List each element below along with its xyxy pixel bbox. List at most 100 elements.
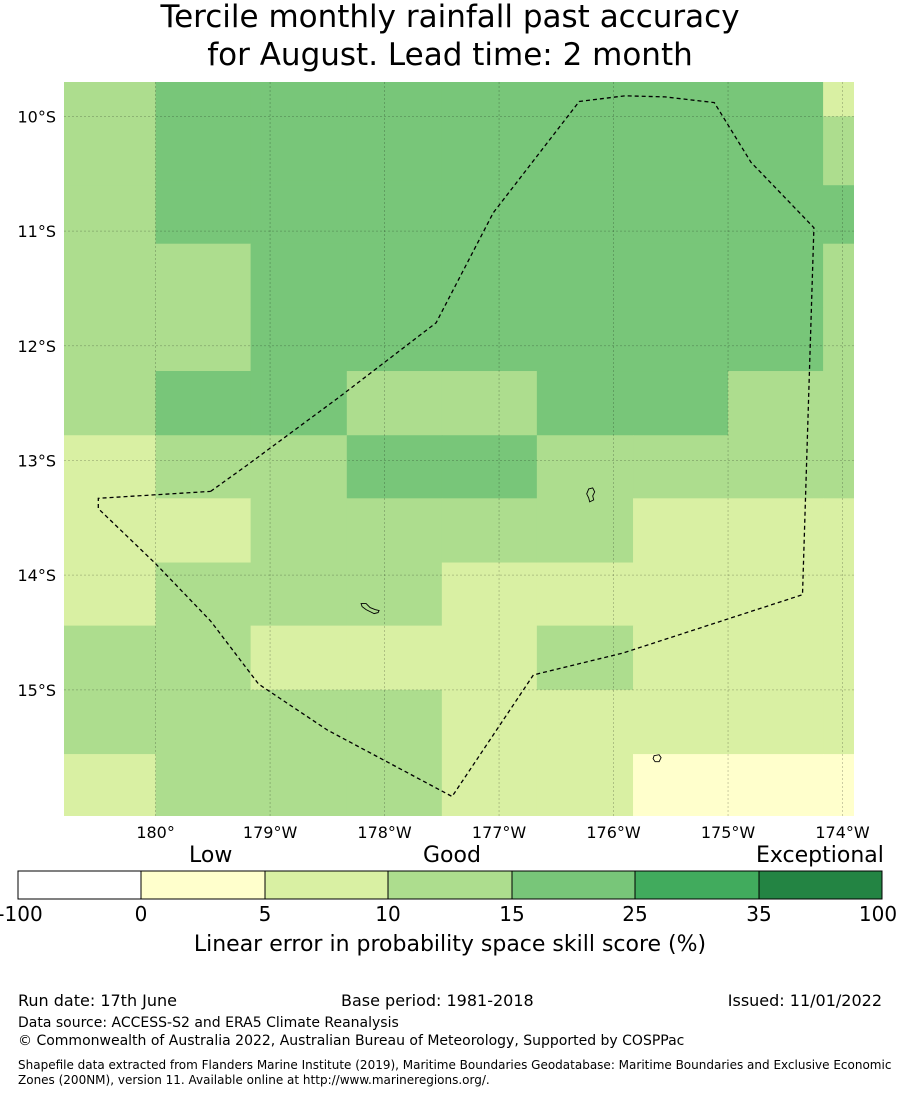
skill-cell: [633, 243, 729, 309]
skill-cell: [536, 82, 634, 117]
skill-cell: [633, 82, 729, 117]
skill-cell: [536, 371, 634, 436]
skill-cell: [536, 754, 634, 816]
skill-cell: [823, 562, 854, 627]
skill-cell: [633, 562, 729, 627]
colorbar: [17, 870, 883, 900]
skill-cell: [728, 562, 824, 627]
skill-cell: [728, 435, 824, 499]
longitude-label: 180°: [136, 823, 175, 842]
skill-cell: [250, 180, 348, 186]
longitude-label: 177°W: [472, 823, 527, 842]
colorbar-segment: [758, 870, 883, 900]
skill-cell: [346, 185, 443, 245]
skill-cell: [728, 371, 824, 436]
skill-cell: [728, 307, 824, 372]
skill-cell: [633, 754, 729, 816]
skill-cell: [441, 243, 538, 309]
base-period: Base period: 1981-2018: [341, 991, 534, 1010]
skill-cell: [346, 435, 443, 499]
skill-cell: [64, 307, 157, 372]
skill-cell: [536, 180, 634, 186]
colorbar-segment: [634, 870, 760, 900]
skill-cell: [441, 82, 538, 117]
skill-cell: [823, 498, 854, 564]
skill-cell: [823, 180, 854, 186]
colorbar-segment: [140, 870, 266, 900]
skill-cell: [441, 435, 538, 499]
skill-cell: [346, 180, 443, 186]
island-outline: [652, 754, 662, 763]
colorbar-category-exceptional: Exceptional: [756, 843, 884, 868]
skill-cell: [823, 689, 854, 755]
skill-cell: [346, 116, 443, 182]
run-date: Run date: 17th June: [18, 991, 178, 1010]
colorbar-tick: 35: [746, 902, 772, 926]
skill-cell: [346, 307, 443, 372]
skill-cell: [64, 185, 157, 245]
skill-cell: [64, 625, 157, 691]
skill-cell: [823, 243, 854, 309]
latitude-label: 13°S: [17, 451, 56, 470]
skill-cell: [536, 116, 634, 182]
skill-cell: [536, 307, 634, 372]
skill-cell: [728, 82, 824, 117]
skill-cell: [64, 689, 157, 755]
issued-date: Issued: 11/01/2022: [727, 991, 882, 1010]
skill-cell: [250, 625, 348, 691]
skill-cell: [346, 371, 443, 436]
skill-cell: [536, 243, 634, 309]
skill-cell: [633, 498, 729, 564]
skill-cell: [823, 185, 854, 245]
skill-cell: [64, 371, 157, 436]
skill-cell: [155, 243, 252, 309]
skill-cell: [823, 754, 854, 816]
skill-cell: [64, 180, 157, 186]
skill-cell: [64, 243, 157, 309]
skill-cell: [441, 498, 538, 564]
longitude-label: 174°W: [815, 823, 870, 842]
skill-cell: [441, 625, 538, 691]
skill-cell: [346, 562, 443, 627]
skill-cell: [728, 625, 824, 691]
longitude-label: 179°W: [243, 823, 298, 842]
skill-cell: [250, 82, 348, 117]
islands: [360, 487, 662, 763]
skill-cell: [441, 116, 538, 182]
skill-cell: [633, 625, 729, 691]
skill-grid: [64, 82, 854, 816]
skill-cell: [728, 180, 824, 186]
skill-cell: [823, 371, 854, 436]
skill-cell: [441, 185, 538, 245]
colorbar-segment: [387, 870, 513, 900]
colorbar-tick: 5: [258, 902, 272, 926]
skill-cell: [64, 82, 157, 117]
skill-cell: [64, 498, 157, 564]
colorbar-tick: 0: [134, 902, 148, 926]
colorbar-tick: 25: [622, 902, 648, 926]
skill-cell: [728, 754, 824, 816]
colorbar-label: Linear error in probability space skill …: [193, 932, 707, 957]
skill-cell: [155, 307, 252, 372]
skill-cell: [250, 562, 348, 627]
map-title-line-1: Tercile monthly rainfall past accuracy: [160, 0, 740, 35]
skill-cell: [155, 625, 252, 691]
skill-cell: [155, 116, 252, 182]
skill-cell: [536, 625, 634, 691]
skill-cell: [155, 562, 252, 627]
shapefile-credit: Shapefile data extracted from Flanders M…: [18, 1058, 892, 1087]
skill-cell: [250, 435, 348, 499]
skill-cell: [155, 185, 252, 245]
skill-cell: [155, 371, 252, 436]
latitude-label: 15°S: [17, 681, 56, 700]
colorbar-tick: 10: [375, 902, 401, 926]
eez-boundary: [97, 95, 815, 798]
skill-cell: [155, 754, 252, 816]
skill-cell: [250, 243, 348, 309]
skill-cell: [346, 754, 443, 816]
skill-cell: [250, 689, 348, 755]
skill-cell: [64, 116, 157, 182]
skill-cell: [536, 435, 634, 499]
skill-cell: [155, 689, 252, 755]
